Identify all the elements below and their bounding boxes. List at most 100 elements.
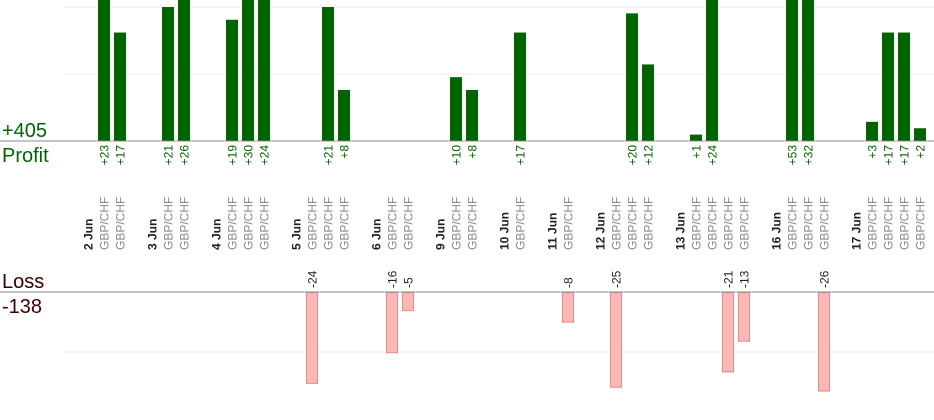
symbol-label: GBP/CHF bbox=[241, 197, 255, 250]
loss-value-label: -21 bbox=[721, 270, 735, 288]
symbol-label: GBP/CHF bbox=[641, 197, 655, 250]
profit-value-label: +17 bbox=[897, 145, 911, 166]
loss-value-label: -25 bbox=[609, 270, 623, 288]
symbol-label: GBP/CHF bbox=[177, 197, 191, 250]
symbol-label: GBP/CHF bbox=[609, 197, 623, 250]
symbol-label: GBP/CHF bbox=[801, 197, 815, 250]
symbol-label: GBP/CHF bbox=[225, 197, 239, 250]
bar-marks bbox=[98, 0, 926, 392]
profit-bar bbox=[450, 77, 462, 141]
profit-bar bbox=[338, 89, 350, 141]
profit-value-label: +21 bbox=[321, 145, 335, 166]
symbol-label: GBP/CHF bbox=[401, 197, 415, 250]
profit-value-label: +30 bbox=[241, 145, 255, 166]
profit-value-label: +24 bbox=[257, 145, 271, 166]
profit-bar bbox=[882, 32, 894, 141]
symbol-label: GBP/CHF bbox=[785, 197, 799, 250]
profit-value-label: +8 bbox=[465, 145, 479, 159]
date-label: 4 Jun bbox=[209, 219, 223, 250]
profit-bar bbox=[466, 89, 478, 141]
date-label: 17 Jun bbox=[849, 212, 863, 250]
profit-bar bbox=[242, 0, 254, 141]
loss-bar bbox=[818, 292, 830, 392]
symbol-label: GBP/CHF bbox=[321, 197, 335, 250]
loss-bar bbox=[722, 292, 734, 373]
symbol-label: GBP/CHF bbox=[817, 197, 831, 250]
profit-value-label: +1 bbox=[689, 145, 703, 159]
profit-value-label: +17 bbox=[513, 145, 527, 166]
symbol-label: GBP/CHF bbox=[737, 197, 751, 250]
loss-bar bbox=[610, 292, 622, 388]
date-label: 16 Jun bbox=[769, 212, 783, 250]
loss-value-label: -5 bbox=[401, 277, 415, 288]
profit-bar bbox=[690, 134, 702, 141]
profit-bar bbox=[706, 0, 718, 141]
date-label: 3 Jun bbox=[145, 219, 159, 250]
profit-value-label: +2 bbox=[913, 145, 927, 159]
loss-value-label: -24 bbox=[305, 270, 319, 288]
loss-bar bbox=[562, 292, 574, 323]
symbol-label: GBP/CHF bbox=[337, 197, 351, 250]
symbol-label: GBP/CHF bbox=[305, 197, 319, 250]
profit-bar bbox=[514, 32, 526, 141]
profit-bar bbox=[98, 0, 110, 141]
symbol-label: GBP/CHF bbox=[913, 197, 927, 250]
loss-bar bbox=[738, 292, 750, 342]
date-label: 9 Jun bbox=[433, 219, 447, 250]
profit-bar bbox=[114, 32, 126, 141]
profit-bar bbox=[162, 7, 174, 141]
profit-bar bbox=[322, 7, 334, 141]
symbol-label: GBP/CHF bbox=[257, 197, 271, 250]
loss-value-label: -8 bbox=[561, 277, 575, 288]
profit-value-label: +24 bbox=[705, 145, 719, 166]
profit-value-label: +20 bbox=[625, 145, 639, 166]
profit-bar bbox=[626, 13, 638, 142]
loss-value-label: -26 bbox=[817, 270, 831, 288]
profit-value-label: +3 bbox=[865, 145, 879, 159]
symbol-label: GBP/CHF bbox=[385, 197, 399, 250]
date-label: 12 Jun bbox=[593, 212, 607, 250]
profit-bar bbox=[914, 128, 926, 141]
profit-value-label: +23 bbox=[97, 145, 111, 166]
profit-bar bbox=[226, 19, 238, 142]
profit-value-label: +8 bbox=[337, 145, 351, 159]
profit-bar bbox=[258, 0, 270, 141]
symbol-label: GBP/CHF bbox=[449, 197, 463, 250]
date-label: 6 Jun bbox=[369, 219, 383, 250]
profit-bar bbox=[898, 32, 910, 141]
symbol-label: GBP/CHF bbox=[689, 197, 703, 250]
date-label: 11 Jun bbox=[545, 213, 559, 250]
profit-bar bbox=[642, 64, 654, 141]
profit-value-label: +26 bbox=[177, 145, 191, 166]
symbol-label: GBP/CHF bbox=[97, 197, 111, 250]
symbol-label: GBP/CHF bbox=[465, 197, 479, 250]
symbol-label: GBP/CHF bbox=[625, 197, 639, 250]
loss-bar bbox=[386, 292, 398, 354]
profit-total: +405 bbox=[2, 120, 48, 142]
date-label: 10 Jun bbox=[497, 212, 511, 250]
date-label: 2 Jun bbox=[81, 219, 95, 250]
symbol-label: GBP/CHF bbox=[865, 197, 879, 250]
symbol-label: GBP/CHF bbox=[113, 197, 127, 250]
loss-value-label: -16 bbox=[385, 270, 399, 288]
date-label: 13 Jun bbox=[673, 212, 687, 250]
loss-total: -138 bbox=[2, 296, 43, 318]
symbol-label: GBP/CHF bbox=[881, 197, 895, 250]
profit-value-label: +32 bbox=[801, 145, 815, 166]
symbol-label: GBP/CHF bbox=[721, 197, 735, 250]
profit-value-label: +53 bbox=[785, 145, 799, 166]
profit-bar bbox=[178, 0, 190, 141]
date-label: 5 Jun bbox=[289, 219, 303, 250]
symbol-label: GBP/CHF bbox=[561, 197, 575, 250]
profit-bar bbox=[802, 0, 814, 141]
profit-value-label: +21 bbox=[161, 145, 175, 166]
profit-value-label: +10 bbox=[449, 145, 463, 166]
profit-value-label: +17 bbox=[881, 145, 895, 166]
symbol-label: GBP/CHF bbox=[513, 197, 527, 250]
profit-bar bbox=[866, 121, 878, 141]
loss-bar bbox=[402, 292, 414, 312]
profit-value-label: +19 bbox=[225, 145, 239, 166]
symbol-label: GBP/CHF bbox=[705, 197, 719, 250]
